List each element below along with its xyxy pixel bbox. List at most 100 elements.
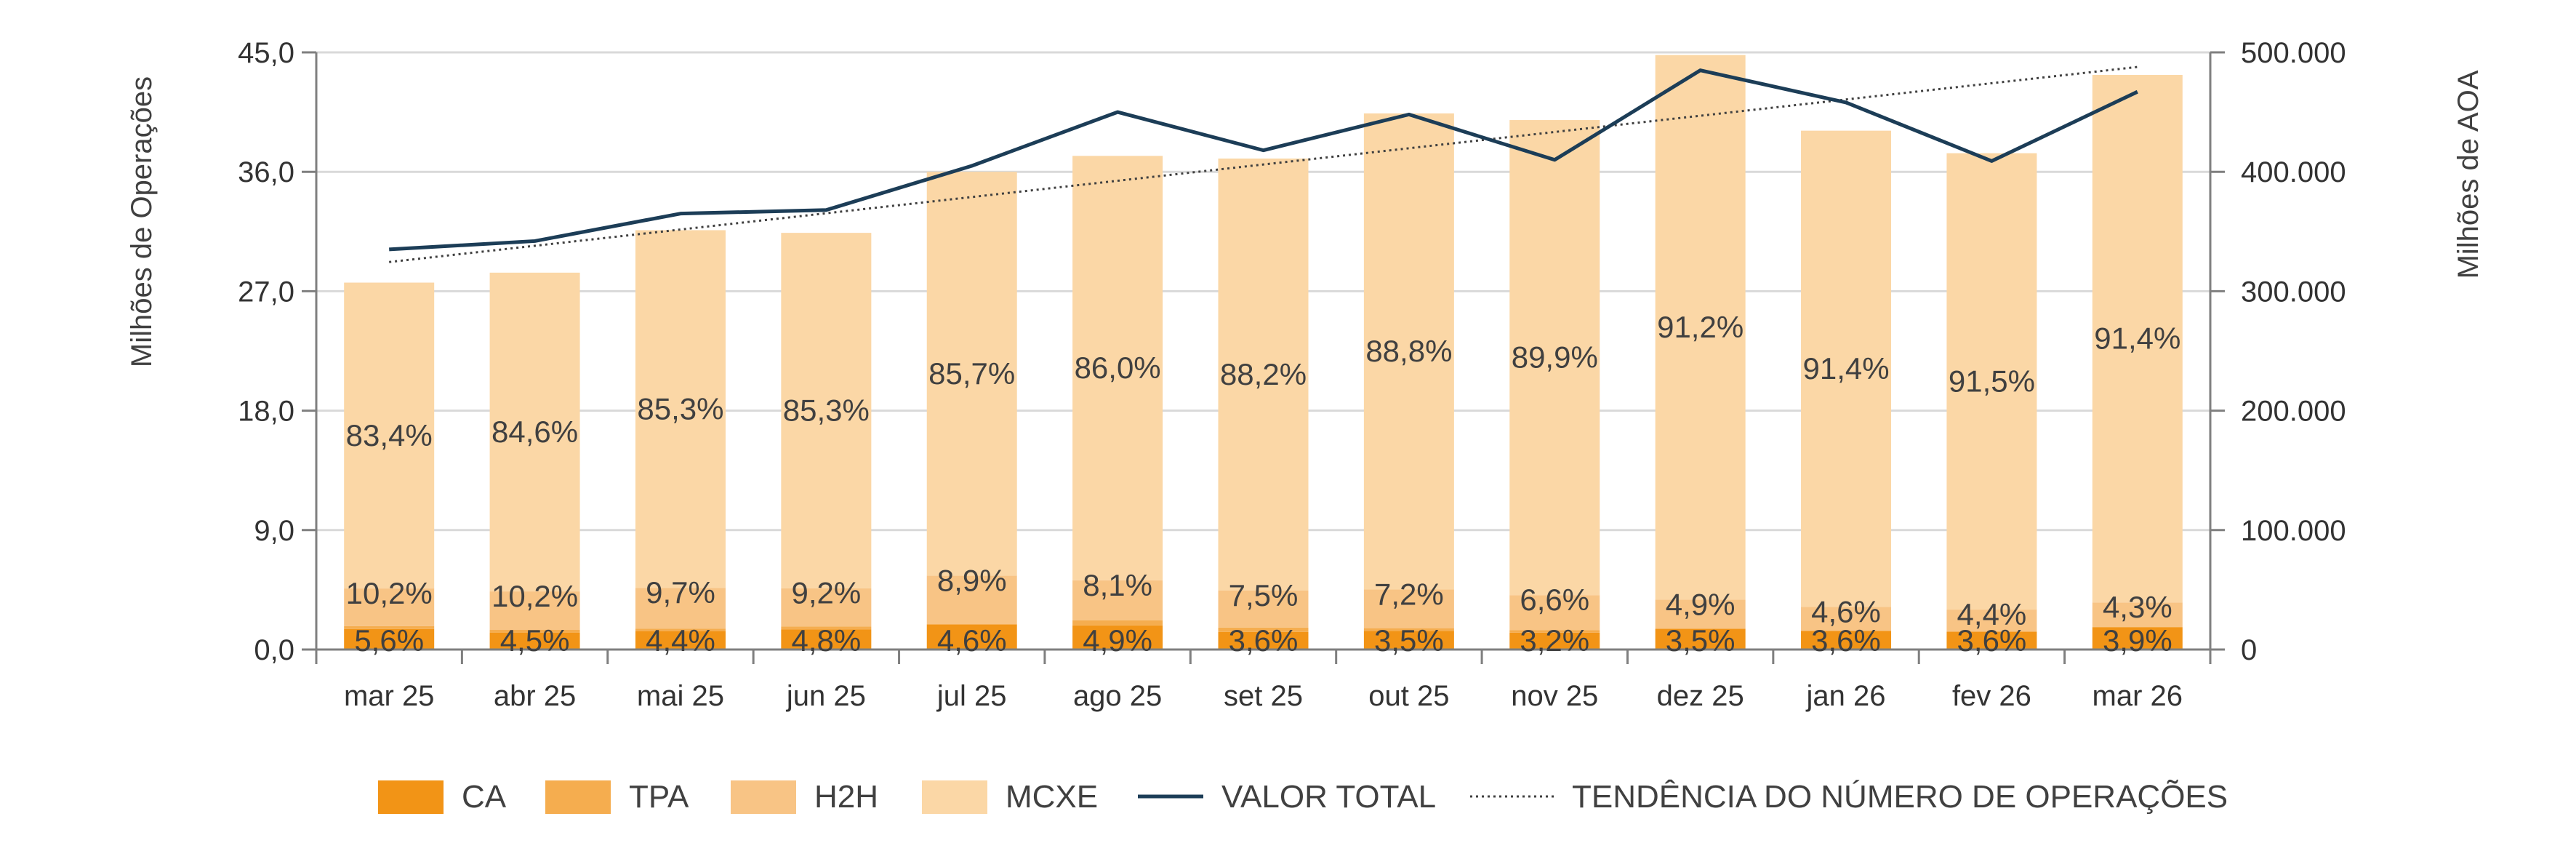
bar-h2h-mai-25 (635, 588, 726, 629)
trend-line (389, 65, 2138, 263)
data-label-h2h: 8,1% (1083, 568, 1152, 602)
legend: CA TPA H2H MCXE VALOR TOTAL TENDÊNCIA DO NÚME… (378, 778, 2228, 815)
legend-label: TENDÊNCIA DO NÚMERO DE OPERAÇÕES (1572, 778, 2228, 815)
data-label-h2h: 10,2% (491, 579, 578, 613)
data-label-h2h: 8,9% (937, 564, 1007, 598)
bar-ca-out-25 (1363, 631, 1454, 650)
axes (302, 51, 2225, 664)
data-label-h2h: 7,5% (1229, 578, 1299, 612)
y-left-tick-label: 45,0 (238, 37, 294, 69)
data-labels: 5,6% 10,2% 83,4% 4,5% 10,2% 84,6% 4,4% 9,7% 85,3… (346, 310, 2181, 658)
bar-mcxe-jan-26 (1801, 130, 1892, 607)
data-label-h2h: 7,2% (1374, 578, 1444, 612)
data-label-mcxe: 91,4% (1802, 351, 1889, 385)
series-lines (389, 65, 2138, 263)
x-tick-label: jul 25 (936, 680, 1007, 712)
bar-mcxe-ago-25 (1072, 156, 1163, 580)
bar-tpa-mar-25 (344, 626, 435, 629)
x-tick-label: abr 25 (494, 680, 576, 712)
bar-h2h-jan-26 (1801, 607, 1892, 631)
y-right-tick-label: 500.000 (2241, 37, 2346, 69)
bar-h2h-mar-25 (344, 588, 435, 626)
legend-swatch-tpa (545, 780, 611, 814)
bar-mcxe-mai-25 (635, 230, 726, 588)
y-right-tick-label: 0 (2241, 634, 2257, 666)
legend-swatch-ca (378, 780, 444, 814)
bar-mcxe-nov-25 (1509, 120, 1600, 596)
y-right-tick-label: 400.000 (2241, 156, 2346, 188)
x-tick-label: dez 25 (1657, 680, 1744, 712)
bar-tpa-set-25 (1218, 627, 1309, 632)
x-tick-label: set 25 (1224, 680, 1303, 712)
legend-swatch-h2h (731, 780, 796, 814)
bar-tpa-ago-25 (1072, 620, 1163, 626)
x-tick-label: ago 25 (1073, 680, 1162, 712)
y-left-tick-label: 18,0 (238, 396, 294, 428)
bar-ca-jun-25 (781, 629, 872, 650)
data-label-ca: 3,5% (1374, 623, 1444, 658)
data-label-mcxe: 91,2% (1657, 310, 1744, 344)
bar-h2h-nov-25 (1509, 595, 1600, 631)
bar-tpa-jun-25 (781, 626, 872, 630)
bar-ca-dez-25 (1655, 628, 1746, 650)
data-label-ca: 3,6% (1957, 623, 2027, 658)
data-label-mcxe: 88,8% (1365, 334, 1452, 368)
stacked-bars (344, 55, 2183, 650)
data-label-ca: 4,4% (646, 623, 715, 658)
bar-mcxe-mar-25 (344, 282, 435, 589)
legend-label: MCXE (1006, 779, 1098, 815)
legend-label: TPA (629, 779, 689, 815)
y-left-tick-label: 0,0 (254, 634, 294, 666)
bar-ca-mar-25 (344, 628, 435, 650)
data-label-ca: 3,6% (1229, 623, 1299, 658)
legend-label: VALOR TOTAL (1221, 779, 1436, 815)
bar-tpa-abr-25 (489, 629, 580, 633)
legend-swatch-mcxe (922, 780, 987, 814)
data-label-ca: 4,5% (500, 623, 570, 658)
data-label-ca: 4,8% (791, 623, 861, 658)
x-tick-label: mai 25 (637, 680, 724, 712)
valor-total-line (389, 68, 2138, 252)
x-tick-label: nov 25 (1511, 680, 1598, 712)
bar-h2h-jul-25 (926, 575, 1017, 625)
bar-ca-set-25 (1218, 631, 1309, 650)
bar-ca-jan-26 (1801, 631, 1892, 650)
bar-tpa-nov-25 (1509, 630, 1600, 633)
bar-ca-mai-25 (635, 631, 726, 650)
x-tick-label: jan 26 (1806, 680, 1886, 712)
data-label-mcxe: 88,2% (1220, 357, 1307, 391)
bar-ca-ago-25 (1072, 625, 1163, 650)
bar-mcxe-abr-25 (489, 272, 580, 592)
data-label-mcxe: 89,9% (1512, 340, 1598, 375)
data-label-h2h: 10,2% (346, 576, 433, 610)
bar-h2h-abr-25 (489, 591, 580, 630)
data-label-ca: 3,5% (1666, 623, 1736, 658)
y-left-tick-label: 27,0 (238, 276, 294, 308)
bar-mcxe-dez-25 (1655, 55, 1746, 600)
bar-h2h-dez-25 (1655, 599, 1746, 629)
x-tick-label: mar 25 (344, 680, 435, 712)
bar-h2h-mar-26 (2092, 602, 2183, 628)
bar-ca-nov-25 (1509, 632, 1600, 650)
bar-ca-jul-25 (926, 624, 1017, 650)
bar-mcxe-jun-25 (781, 233, 872, 588)
y-right-tick-label: 100.000 (2241, 515, 2346, 547)
bar-h2h-out-25 (1363, 589, 1454, 628)
data-label-ca: 3,9% (2103, 623, 2172, 658)
bar-ca-mar-26 (2092, 627, 2183, 650)
legend-label: H2H (814, 779, 878, 815)
bar-h2h-fev-26 (1946, 610, 2037, 632)
x-tick-label: mar 26 (2093, 680, 2183, 712)
data-label-h2h: 4,9% (1666, 587, 1736, 621)
bar-h2h-set-25 (1218, 590, 1309, 628)
data-label-mcxe: 91,5% (1949, 364, 2035, 398)
data-label-ca: 4,9% (1083, 623, 1152, 658)
data-label-mcxe: 84,6% (491, 415, 578, 449)
y-right-tick-label: 300.000 (2241, 276, 2346, 308)
y-left-tick-label: 9,0 (254, 515, 294, 547)
data-label-h2h: 9,7% (646, 575, 715, 610)
bar-h2h-jun-25 (781, 588, 872, 627)
data-label-h2h: 4,6% (1811, 594, 1881, 628)
y-left-tick-label: 36,0 (238, 156, 294, 188)
